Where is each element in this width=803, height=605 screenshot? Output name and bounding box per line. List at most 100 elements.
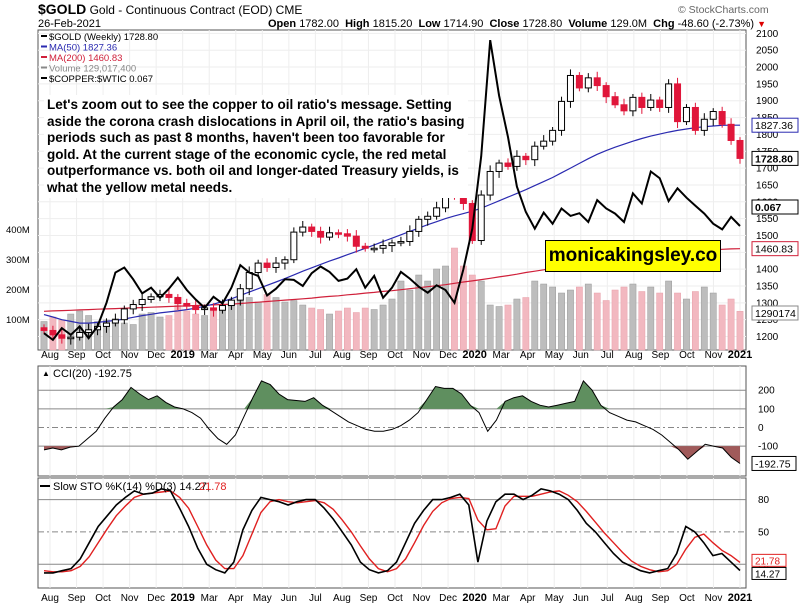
last-value-tag (751, 199, 799, 215)
candle-body (522, 155, 530, 161)
volume-bar (245, 297, 253, 351)
open-value: 1782.00 (299, 18, 339, 30)
candle-body (343, 233, 351, 237)
candle-body (352, 235, 360, 247)
candle-body (308, 226, 316, 232)
candle-body (406, 230, 414, 243)
candle-body (236, 288, 244, 301)
volume-bar (549, 286, 556, 351)
volume-bar (326, 313, 333, 351)
candle-body (691, 106, 699, 131)
x-tick-label-bottom: Jul (601, 593, 614, 604)
volume-bar (647, 286, 655, 351)
volume-bar (210, 310, 217, 351)
candle-body (638, 96, 646, 108)
candle-body (192, 305, 200, 311)
candle-body (477, 194, 485, 242)
last-value-text: 1290174 (755, 308, 796, 320)
candle-body (611, 96, 619, 106)
volume-bar (736, 311, 744, 351)
x-tick-label: Dec (439, 350, 457, 361)
x-tick-label-bottom: 2021 (728, 592, 752, 604)
y-tick-label: 1400 (756, 265, 779, 276)
volume-bar (388, 298, 396, 351)
volume-bar (504, 304, 512, 351)
legend-swatch (41, 66, 47, 69)
low-label: Low (418, 18, 441, 30)
volume-bar (174, 304, 182, 351)
volume-bar (236, 298, 244, 351)
candle-body (549, 129, 557, 142)
volume-bar (165, 315, 173, 351)
volume-bar (361, 307, 369, 351)
volume-bar (299, 304, 307, 351)
y-tick-label: 1250 (756, 315, 779, 326)
y-tick-label: 1950 (756, 79, 779, 90)
volume-bar (379, 304, 387, 351)
last-value-tag (751, 150, 799, 166)
x-tick-label-bottom: Nov (121, 593, 139, 604)
volume-bar (602, 300, 610, 351)
volume-bar (727, 298, 735, 351)
x-tick-label: Sep (68, 350, 86, 361)
candle-body (49, 329, 57, 336)
volume-bar (317, 309, 324, 351)
volume-bar (183, 310, 191, 351)
volume-bar (442, 265, 449, 351)
volume-bar (397, 280, 405, 351)
candle-body (558, 100, 566, 131)
y-tick-label: 1650 (756, 180, 779, 191)
volume-bar (486, 304, 494, 351)
candle-body (263, 262, 271, 268)
x-tick-label-bottom: Mar (493, 593, 511, 604)
cci-oversold-fill (44, 446, 740, 464)
volume-bar (147, 312, 155, 351)
candle-body (718, 111, 726, 125)
x-tick-label: Nov (413, 350, 431, 361)
volume-bar (629, 283, 637, 351)
volume-bar (228, 304, 235, 351)
sto-title-d: 21.78 (199, 481, 227, 493)
instrument-name: Gold - Continuous Contract (EOD) (89, 3, 273, 17)
legend-entry: Volume 129,017,400 (49, 64, 136, 75)
symbol: $GOLD (38, 1, 87, 17)
volume-bar (415, 274, 423, 351)
x-tick-label: Jun (281, 350, 297, 361)
volume-value: 129.0M (610, 18, 648, 30)
x-tick-label-bottom: Jun (573, 593, 589, 604)
volume-bar (683, 298, 690, 351)
legend-swatch (41, 45, 47, 48)
y-tick-label: 1500 (756, 231, 779, 242)
volume-bar (718, 304, 726, 351)
cci-tick-label: 200 (758, 386, 775, 397)
candle-body (85, 329, 93, 333)
down-arrow-icon: ▼ (757, 19, 767, 29)
candle-body (67, 336, 75, 340)
header-title: $GOLD Gold - Continuous Contract (EOD) C… (38, 1, 302, 17)
x-tick-label: Jul (601, 350, 614, 361)
source-credit: © StockCharts.com (678, 4, 769, 16)
candle-body (361, 245, 369, 249)
candle-body (138, 298, 146, 306)
cci-last-tag (751, 455, 797, 471)
cci-overbought-fill (44, 380, 740, 409)
x-tick-label-bottom: Sep (651, 593, 669, 604)
candle-body (254, 262, 262, 274)
volume-bar (709, 292, 717, 351)
volume-bar (120, 322, 128, 351)
legend-swatch (41, 77, 47, 79)
candle-body (281, 259, 289, 264)
candle-body (183, 303, 191, 307)
x-tick-label: Jul (309, 350, 322, 361)
candle-body (504, 162, 512, 167)
y-tick-label: 2050 (756, 46, 779, 57)
x-tick-label: Apr (520, 350, 536, 361)
last-value-tag (751, 241, 799, 257)
volume-bar (263, 294, 271, 351)
legend-entry: MA(200) 1460.83 (49, 53, 122, 64)
sto-last-tag (751, 566, 787, 580)
x-tick-label-bottom: Mar (201, 593, 219, 604)
volume-bar (576, 286, 583, 351)
cci-tick-label: 100 (758, 404, 775, 415)
